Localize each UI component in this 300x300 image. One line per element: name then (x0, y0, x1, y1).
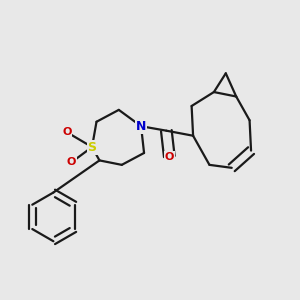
Text: O: O (165, 152, 174, 161)
Text: O: O (62, 127, 71, 137)
Text: S: S (88, 140, 97, 154)
Text: N: N (136, 120, 146, 133)
Text: O: O (67, 158, 76, 167)
